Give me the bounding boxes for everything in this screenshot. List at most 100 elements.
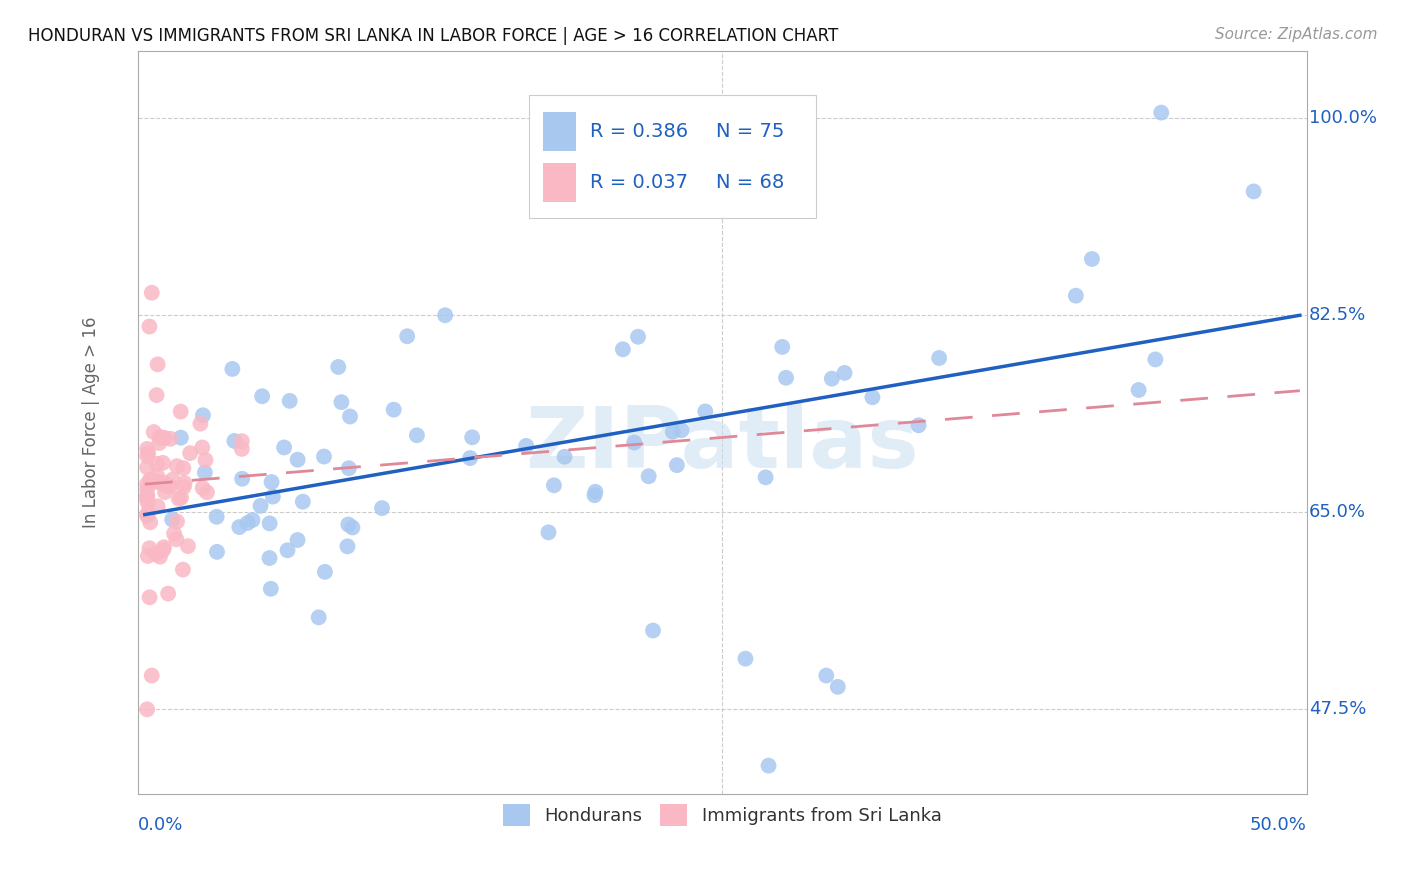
Point <box>1243 185 1265 199</box>
Point <box>139 473 162 487</box>
Point <box>136 549 159 563</box>
Point <box>157 586 180 600</box>
Point <box>149 430 172 444</box>
Point <box>152 456 174 470</box>
Point <box>228 520 250 534</box>
Point <box>287 452 309 467</box>
Point <box>537 525 560 540</box>
Point <box>205 545 228 559</box>
Point <box>179 446 201 460</box>
Point <box>170 491 193 505</box>
Point <box>328 359 350 374</box>
Point <box>342 520 364 534</box>
Text: N = 68: N = 68 <box>717 173 785 192</box>
Point <box>665 458 688 472</box>
Point <box>249 499 271 513</box>
Point <box>336 540 359 554</box>
Point <box>770 340 793 354</box>
Text: R = 0.037: R = 0.037 <box>591 173 689 192</box>
Point <box>259 516 281 531</box>
Text: 82.5%: 82.5% <box>1309 306 1367 325</box>
Point <box>136 449 159 463</box>
Point <box>163 526 186 541</box>
Point <box>273 441 295 455</box>
Point <box>194 453 217 467</box>
Point <box>205 509 228 524</box>
Point <box>141 285 163 300</box>
Point <box>157 479 180 493</box>
Point <box>148 436 170 450</box>
Point <box>172 461 194 475</box>
Point <box>775 370 797 384</box>
Legend: Hondurans, Immigrants from Sri Lanka: Hondurans, Immigrants from Sri Lanka <box>495 797 949 833</box>
FancyBboxPatch shape <box>544 163 576 202</box>
Point <box>434 308 457 322</box>
Text: HONDURAN VS IMMIGRANTS FROM SRI LANKA IN LABOR FORCE | AGE > 16 CORRELATION CHAR: HONDURAN VS IMMIGRANTS FROM SRI LANKA IN… <box>28 27 838 45</box>
Point <box>406 428 429 442</box>
Text: 47.5%: 47.5% <box>1309 700 1367 718</box>
Point <box>755 470 778 484</box>
Text: N = 75: N = 75 <box>717 122 785 141</box>
Point <box>136 495 159 509</box>
Point <box>662 425 685 439</box>
Point <box>136 493 159 508</box>
Point <box>138 541 160 556</box>
Point <box>170 431 193 445</box>
Point <box>172 563 194 577</box>
Point <box>195 485 218 500</box>
Point <box>396 329 419 343</box>
Point <box>827 680 849 694</box>
Point <box>136 477 159 491</box>
Point <box>169 404 191 418</box>
Point <box>278 393 301 408</box>
Point <box>136 507 159 521</box>
Point <box>928 351 950 365</box>
Point <box>291 494 314 508</box>
Point <box>337 517 360 532</box>
Point <box>1144 352 1167 367</box>
Point <box>173 476 195 491</box>
Point <box>834 366 856 380</box>
Point <box>458 451 481 466</box>
Point <box>191 481 214 495</box>
Point <box>162 473 184 487</box>
Point <box>148 475 170 490</box>
Point <box>860 390 883 404</box>
Point <box>330 395 353 409</box>
Point <box>136 507 159 521</box>
Point <box>152 542 174 557</box>
Point <box>138 591 160 605</box>
Point <box>1128 383 1150 397</box>
Text: 50.0%: 50.0% <box>1250 816 1306 834</box>
Point <box>136 460 159 475</box>
Point <box>242 513 264 527</box>
Point <box>314 565 336 579</box>
Point <box>167 491 190 506</box>
Text: 100.0%: 100.0% <box>1309 109 1376 128</box>
Point <box>139 473 162 487</box>
Point <box>821 372 844 386</box>
Point <box>138 319 160 334</box>
Point <box>191 441 214 455</box>
Point <box>142 425 165 439</box>
Point <box>1150 105 1173 120</box>
Point <box>337 461 360 475</box>
Point <box>312 450 335 464</box>
Point <box>159 432 181 446</box>
Point <box>146 469 169 483</box>
Point <box>153 476 176 491</box>
Point <box>695 404 717 418</box>
Text: In Labor Force | Age > 16: In Labor Force | Age > 16 <box>82 317 100 528</box>
Point <box>153 431 176 445</box>
Point <box>146 500 169 514</box>
FancyBboxPatch shape <box>544 112 576 151</box>
Point <box>231 434 253 449</box>
Text: 0.0%: 0.0% <box>138 816 183 834</box>
Point <box>146 457 169 471</box>
Point <box>583 488 606 502</box>
Point <box>145 388 167 402</box>
Point <box>136 508 159 523</box>
Point <box>166 459 188 474</box>
Point <box>136 489 159 503</box>
Point <box>173 480 195 494</box>
